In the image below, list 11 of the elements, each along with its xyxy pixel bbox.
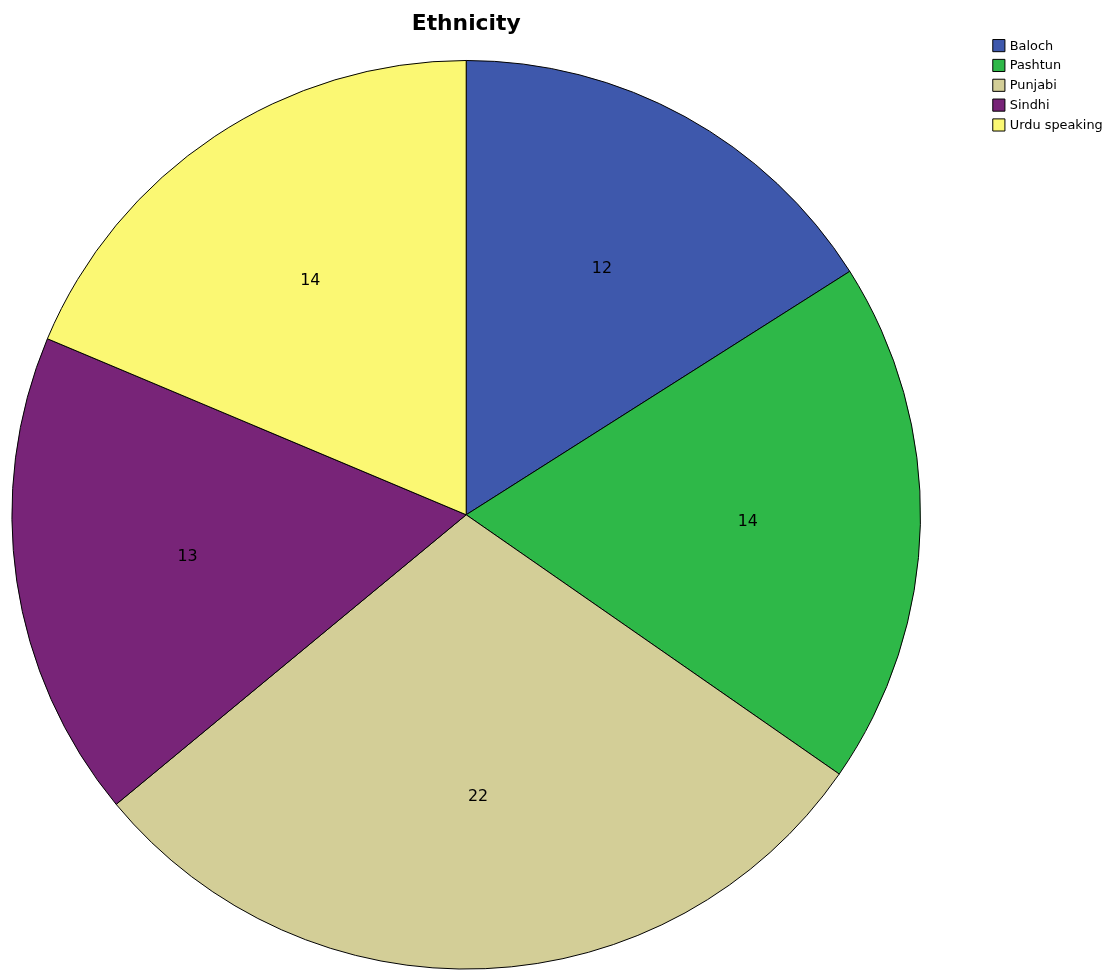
data-label: 22: [467, 786, 489, 806]
data-label: 14: [737, 510, 758, 530]
data-label: 12: [591, 257, 612, 277]
data-label: 13: [177, 545, 198, 565]
legend-label: Baloch: [1009, 37, 1054, 53]
legend-label: Urdu speaking: [1009, 116, 1103, 132]
chart-title: Ethnicity: [411, 9, 521, 35]
legend-label: Punjabi: [1009, 77, 1057, 93]
legend-label: Pashtun: [1009, 57, 1062, 73]
legend-label: Sindhi: [1009, 97, 1050, 113]
data-label: 14: [300, 270, 321, 290]
